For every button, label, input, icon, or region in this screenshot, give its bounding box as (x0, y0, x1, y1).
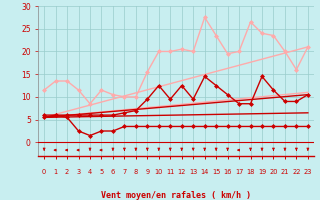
X-axis label: Vent moyen/en rafales ( km/h ): Vent moyen/en rafales ( km/h ) (101, 191, 251, 200)
